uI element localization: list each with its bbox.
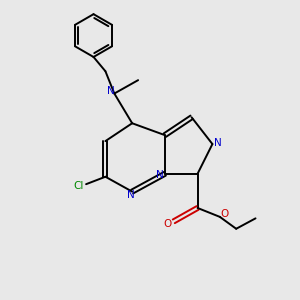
Text: O: O	[221, 209, 229, 219]
Text: N: N	[107, 85, 115, 96]
Text: Cl: Cl	[74, 181, 84, 191]
Text: N: N	[214, 138, 222, 148]
Text: O: O	[164, 219, 172, 229]
Text: N: N	[127, 190, 135, 200]
Text: N: N	[156, 170, 164, 180]
